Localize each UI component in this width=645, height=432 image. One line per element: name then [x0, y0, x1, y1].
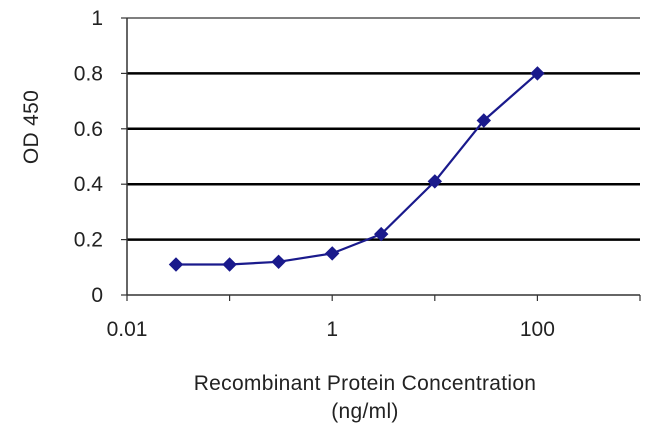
x-tick-labels: 0.01 1 100 — [107, 318, 555, 341]
data-point-0-0 — [168, 257, 184, 272]
gridlines — [127, 72, 640, 241]
y-tick-label-3: 0.6 — [74, 118, 103, 141]
series-line-0 — [176, 72, 539, 266]
data-point-0-5 — [427, 174, 443, 189]
x-tick-label-1: 1 — [326, 318, 338, 341]
y-tick-label-0: 0 — [91, 284, 103, 307]
y-tick-label-2: 0.4 — [74, 173, 104, 196]
data-point-0-3 — [324, 246, 340, 261]
y-tick-label-1: 0.2 — [74, 229, 103, 252]
data-series — [168, 66, 545, 272]
y-axis-label: OD 450 — [20, 90, 43, 164]
x-tick-label-2: 100 — [520, 318, 555, 341]
data-point-0-1 — [222, 257, 237, 272]
y-tick-label-5: 1 — [91, 7, 103, 30]
x-axis-label: Recombinant Protein Concentration — [194, 372, 537, 395]
data-point-0-7 — [530, 66, 545, 81]
y-tick-label-4: 0.8 — [74, 62, 103, 85]
axes — [121, 17, 641, 301]
data-point-0-2 — [271, 254, 286, 270]
data-point-0-4 — [373, 226, 389, 242]
x-axis-unit: (ng/ml) — [331, 400, 398, 423]
data-point-0-6 — [476, 113, 492, 128]
x-tick-label-0: 0.01 — [107, 318, 148, 341]
y-tick-labels: 0 0.2 0.4 0.6 0.8 1 — [74, 7, 104, 307]
